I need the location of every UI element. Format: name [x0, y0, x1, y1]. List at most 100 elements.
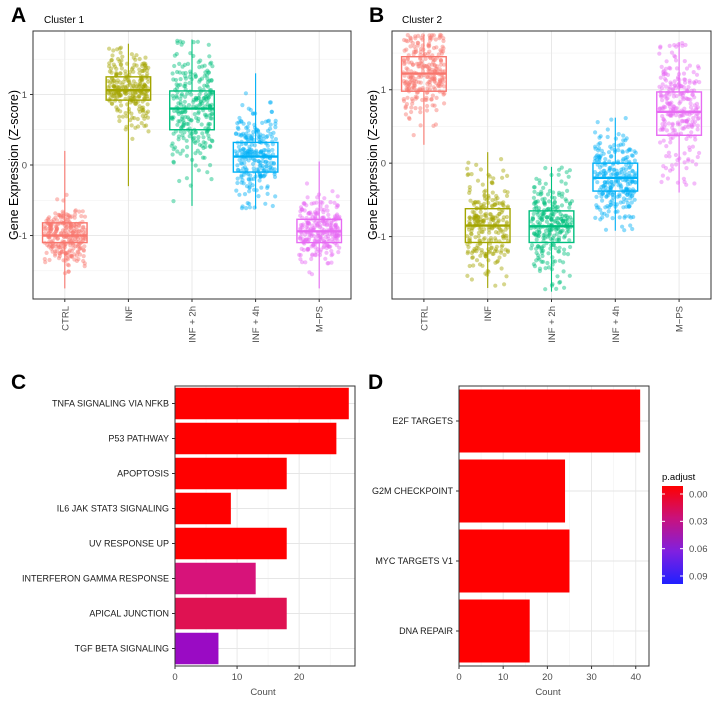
data-point: [438, 84, 443, 89]
data-point: [178, 102, 183, 107]
data-point: [263, 119, 268, 124]
data-point: [317, 237, 322, 242]
data-point: [537, 266, 543, 271]
data-point: [322, 221, 327, 226]
data-point: [692, 181, 697, 186]
data-point: [438, 78, 443, 83]
data-point: [501, 236, 506, 241]
data-point: [205, 80, 210, 85]
data-point: [242, 150, 247, 155]
data-point: [202, 83, 207, 88]
data-point: [108, 80, 113, 85]
data-point: [689, 130, 694, 135]
data-point: [489, 238, 494, 243]
data-point: [681, 176, 687, 181]
data-point: [600, 198, 605, 203]
data-point: [181, 136, 186, 141]
data-point: [243, 151, 248, 156]
data-point: [118, 45, 124, 50]
data-point: [321, 219, 326, 224]
data-point: [404, 79, 409, 84]
data-point: [328, 226, 333, 231]
data-point: [487, 212, 493, 217]
data-point: [467, 263, 472, 269]
data-point: [629, 153, 635, 158]
data-point: [235, 163, 240, 168]
data-point: [132, 62, 137, 67]
data-point: [77, 209, 82, 214]
data-point: [329, 220, 334, 226]
data-point: [530, 217, 536, 222]
data-point: [629, 200, 634, 205]
data-point: [668, 112, 673, 117]
data-point: [405, 83, 411, 89]
data-point: [475, 178, 481, 183]
data-point: [118, 93, 124, 98]
data-point: [205, 84, 210, 89]
data-point: [198, 151, 203, 156]
data-point: [191, 97, 196, 103]
data-point: [50, 244, 55, 249]
data-point: [239, 119, 244, 124]
data-point: [210, 111, 215, 116]
data-point: [681, 71, 687, 76]
data-point: [207, 143, 213, 149]
data-point: [132, 95, 137, 100]
data-point: [540, 217, 545, 222]
data-point: [139, 77, 144, 82]
data-point: [109, 58, 114, 63]
data-point: [137, 56, 142, 62]
data-point: [405, 67, 410, 72]
data-point: [401, 98, 407, 103]
x-tick-label: 10: [232, 672, 243, 683]
data-point: [603, 157, 608, 162]
data-point: [664, 128, 670, 133]
panel-title: Cluster 1: [44, 15, 84, 26]
data-point: [491, 216, 496, 221]
data-point: [661, 117, 666, 122]
data-point: [269, 134, 275, 139]
data-point: [68, 236, 73, 241]
bar-uv-response-up: [175, 527, 287, 560]
data-point: [465, 166, 470, 171]
data-point: [68, 215, 73, 220]
data-point: [686, 158, 691, 163]
data-point: [255, 167, 260, 172]
data-point: [83, 237, 88, 242]
data-point: [251, 129, 256, 135]
data-point: [116, 90, 121, 95]
data-point: [333, 223, 338, 228]
data-point: [246, 158, 251, 163]
data-point: [54, 225, 59, 230]
data-point: [265, 191, 270, 196]
data-point: [473, 235, 478, 240]
data-point: [132, 90, 138, 95]
data-point: [334, 213, 339, 218]
data-point: [204, 96, 209, 101]
data-point: [247, 184, 252, 190]
data-point: [116, 90, 121, 95]
data-point: [567, 273, 572, 278]
data-point: [412, 78, 417, 83]
data-point: [324, 250, 329, 255]
data-point: [305, 223, 310, 228]
data-point: [330, 231, 335, 236]
data-point: [627, 204, 632, 209]
data-point: [69, 228, 74, 234]
data-point: [143, 94, 148, 99]
data-point: [194, 97, 199, 102]
data-point: [412, 44, 417, 49]
data-point: [504, 193, 510, 198]
data-point: [233, 131, 238, 136]
data-point: [172, 63, 177, 69]
data-point: [181, 71, 186, 76]
data-point: [610, 216, 615, 221]
data-point: [54, 227, 59, 232]
data-point: [566, 174, 571, 179]
data-point: [244, 167, 249, 172]
data-point: [307, 270, 312, 275]
data-point: [258, 174, 263, 179]
data-point: [314, 249, 319, 254]
data-point: [176, 119, 181, 124]
data-point: [198, 77, 203, 82]
